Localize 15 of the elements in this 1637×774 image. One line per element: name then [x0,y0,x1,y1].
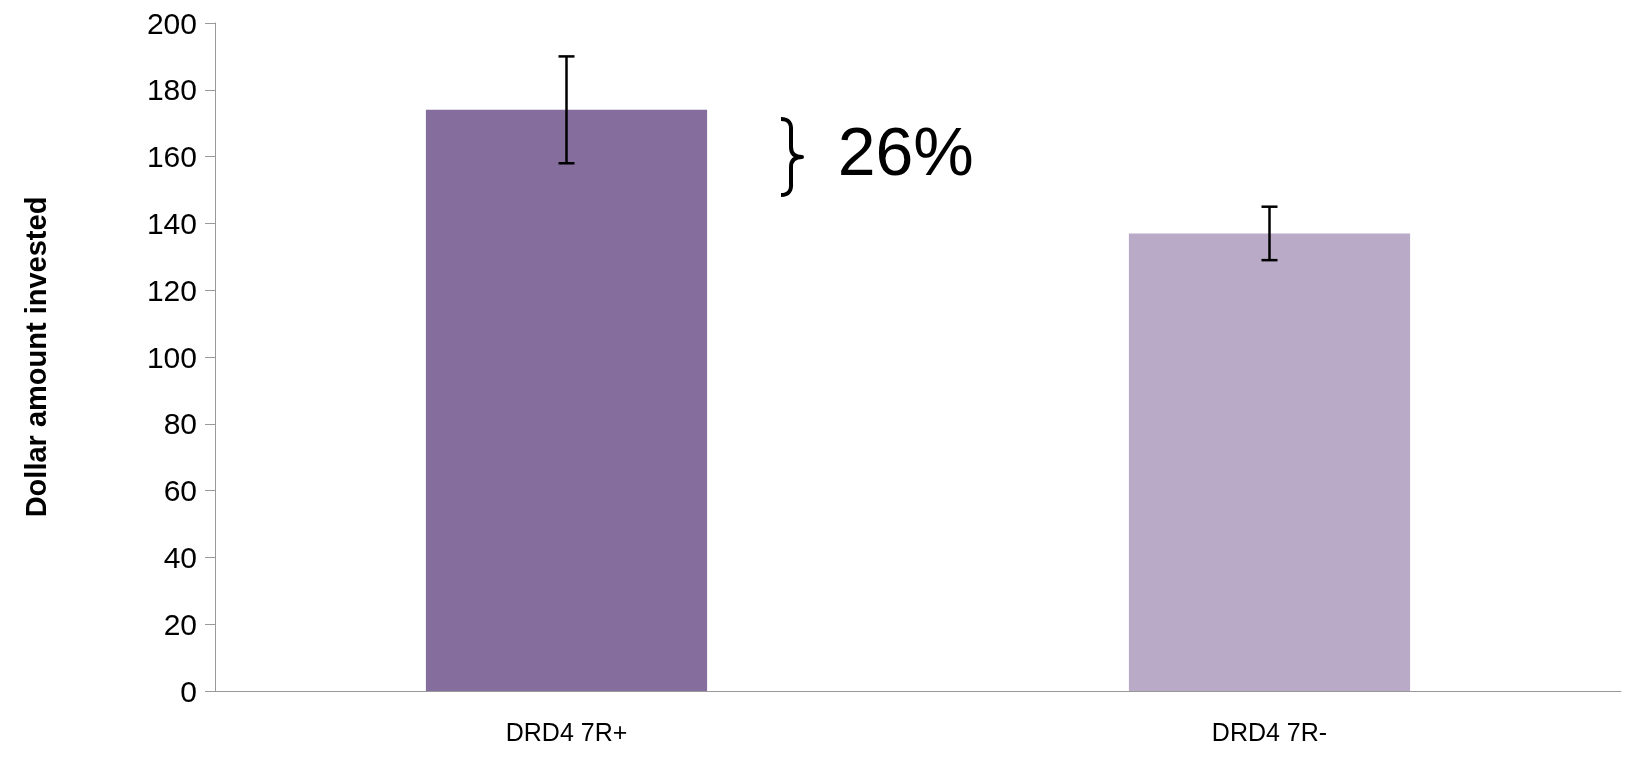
y-tick-label: 20 [163,607,197,641]
annotation: 26% [837,112,974,189]
y-tick-label: 0 [180,674,197,708]
y-tick-label: 120 [146,273,197,307]
y-tick-label: 40 [163,540,197,574]
y-tick-label: 100 [146,340,197,374]
y-tick-label: 140 [146,206,197,240]
y-tick-label: 80 [163,407,197,441]
y-tick-label: 160 [146,140,197,174]
y-tick-label: 200 [146,6,197,40]
y-axis-title: Dollar amount invested [19,196,52,518]
y-tick-label: 180 [146,73,197,107]
x-tick-label: DRD4 7R+ [505,717,628,746]
x-tick-label: DRD4 7R- [1211,717,1328,746]
y-tick-label: 60 [163,474,197,508]
